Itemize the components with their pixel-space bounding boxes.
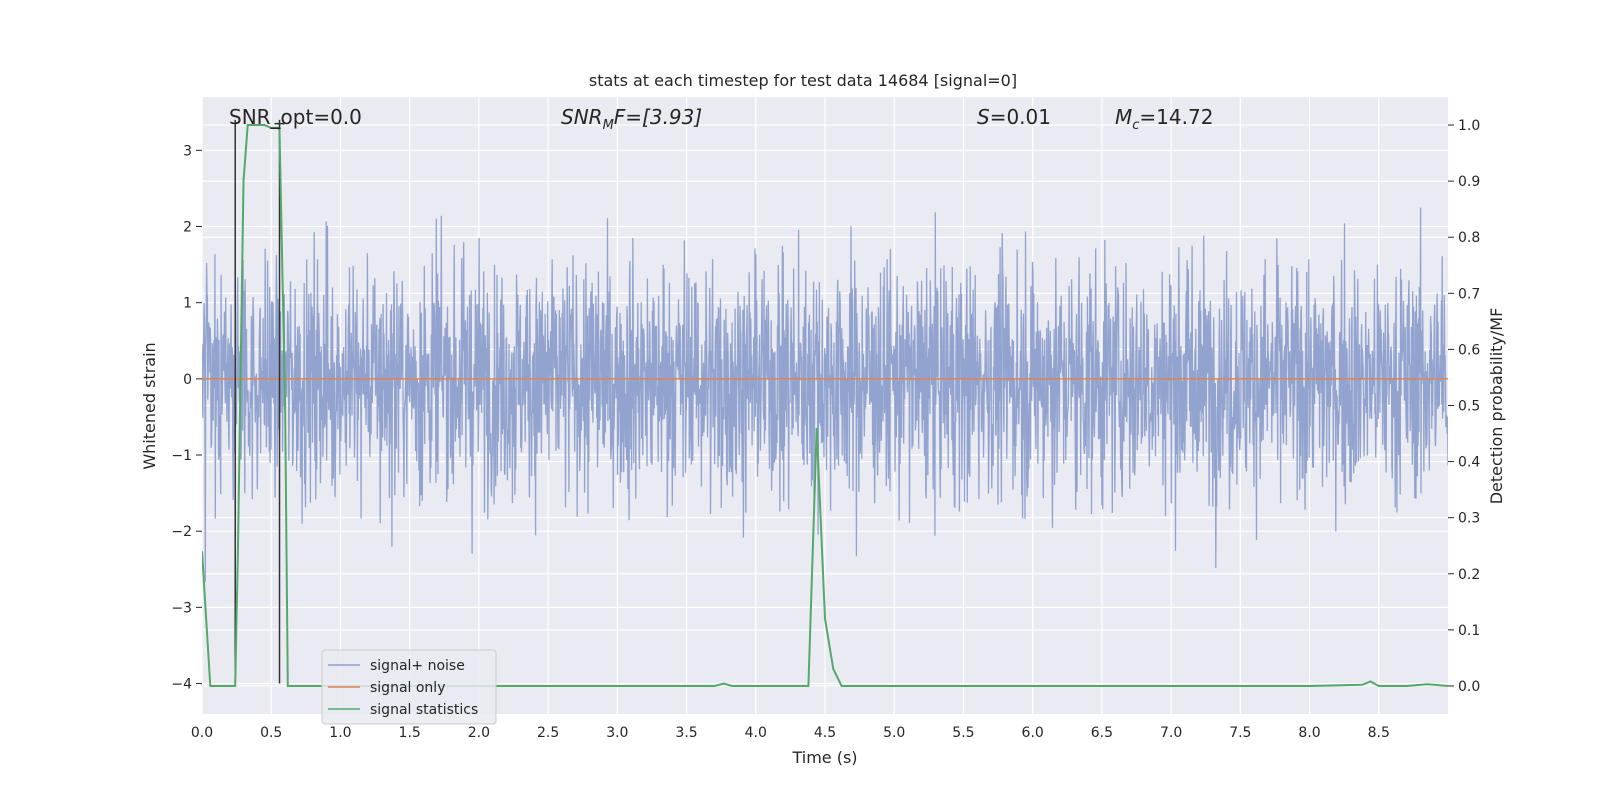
x-tick-label: 6.0 (1022, 725, 1044, 741)
annotation-snr-mf-sub: M (603, 118, 614, 133)
legend-box (321, 649, 497, 725)
y-tick-label-left: 0 (183, 372, 192, 388)
x-tick-label: 1.5 (399, 725, 421, 741)
y-tick-label-right: 0.2 (1458, 567, 1480, 583)
legend-label-signal-only: signal only (370, 680, 445, 696)
y-tick-label-left: 1 (183, 296, 192, 312)
annotation-mc: Mc=14.72 (1115, 105, 1213, 133)
markers (234, 119, 285, 684)
y-tick-label-left: 3 (183, 143, 192, 159)
y-tick-label-left: −3 (171, 600, 192, 616)
x-tick-label: 6.5 (1091, 725, 1113, 741)
y-tick-label-right: 0.7 (1458, 286, 1480, 302)
y-tick-label-right: 0.1 (1458, 623, 1480, 639)
y-tick-label-right: 0.0 (1458, 679, 1480, 695)
y-ticks-left: 3 2 1 0 −1 −2 −3 −4 (171, 143, 202, 693)
annotation-snr-mf-pre: SNR (561, 105, 603, 129)
y-tick-label-right: 1.0 (1458, 118, 1480, 134)
x-tick-label: 4.0 (745, 725, 767, 741)
x-tick-label: 4.5 (814, 725, 836, 741)
x-tick-label: 2.5 (537, 725, 559, 741)
x-tick-label: 5.5 (952, 725, 974, 741)
legend: signal+ noise signal only signal statist… (321, 649, 497, 725)
y-tick-label-right: 0.3 (1458, 511, 1480, 527)
x-tick-label: 7.5 (1229, 725, 1251, 741)
x-tick-label: 0.0 (191, 725, 213, 741)
y-axis-label-left: Whitened strain (140, 342, 159, 469)
x-tick-label: 8.5 (1368, 725, 1390, 741)
y-tick-label-left: −1 (171, 448, 192, 464)
annotation-mc-pre: M (1115, 105, 1132, 129)
y-tick-label-right: 0.9 (1458, 174, 1480, 190)
annotation-mc-sub: c (1132, 118, 1139, 133)
chart-title: stats at each timestep for test data 146… (589, 71, 1017, 90)
y-tick-label-right: 0.5 (1458, 399, 1480, 415)
x-tick-label: 7.0 (1160, 725, 1182, 741)
y-tick-label-right: 0.6 (1458, 342, 1480, 358)
annotation-s: S=0.01 (977, 105, 1051, 129)
y-tick-label-left: −4 (171, 677, 192, 693)
annotation-s-pre: S (977, 105, 990, 129)
legend-label-noise: signal+ noise (370, 658, 465, 674)
series-line-statistics (202, 124, 1448, 687)
x-ticks: 0.0 0.5 1.0 1.5 2.0 2.5 3.0 3.5 4.0 4.5 5.0 5.5 6.0 6… (191, 725, 1390, 741)
annotation-snr-mf: SNRMF=[3.93] (561, 105, 702, 133)
legend-label-statistics: signal statistics (370, 702, 478, 718)
x-tick-label: 3.5 (675, 725, 697, 741)
x-tick-label: 1.0 (329, 725, 351, 741)
x-tick-label: 2.0 (468, 725, 490, 741)
x-axis-label: Time (s) (791, 748, 857, 767)
annotation-s-post: =0.01 (990, 105, 1051, 129)
x-tick-label: 3.0 (606, 725, 628, 741)
y-tick-label-right: 0.8 (1458, 230, 1480, 246)
y-tick-label-left: −2 (171, 524, 192, 540)
x-tick-label: 5.0 (883, 725, 905, 741)
y-tick-label-left: 2 (183, 219, 192, 235)
annotation-mc-post: =14.72 (1139, 105, 1213, 129)
y-ticks-right: 1.0 0.9 0.8 0.7 0.6 0.5 0.4 0.3 0.2 0.1 0.0 (1448, 118, 1480, 695)
x-tick-label: 0.5 (260, 725, 282, 741)
x-tick-label: 8.0 (1298, 725, 1320, 741)
y-axis-label-right: Detection probability/MF (1487, 308, 1506, 505)
annotation-snr-mf-post: F=[3.93] (614, 105, 702, 129)
series-statistics (202, 124, 1448, 687)
series-noise (202, 207, 1448, 582)
series-line-noise (202, 207, 1448, 582)
annotation-snr-opt: SNR_opt=0.0 (229, 105, 362, 129)
y-tick-label-right: 0.4 (1458, 455, 1480, 471)
